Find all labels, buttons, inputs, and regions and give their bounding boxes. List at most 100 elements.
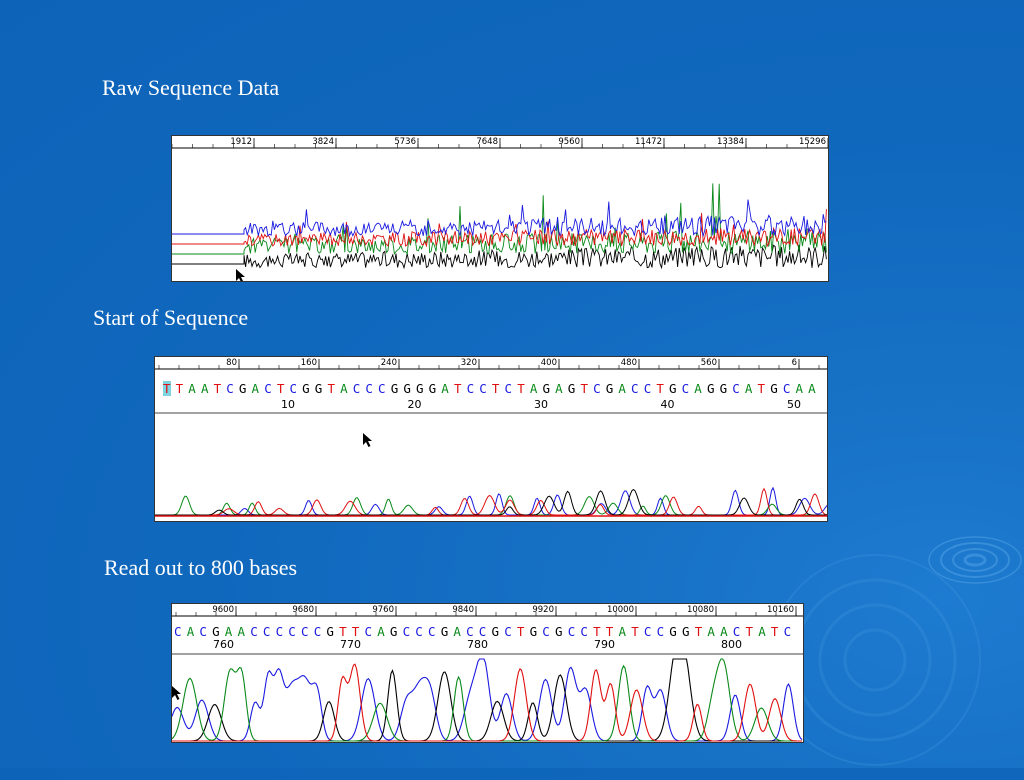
heading-start-of-sequence: Start of Sequence xyxy=(93,305,249,330)
base-call: G xyxy=(416,381,424,396)
raw-trace-t xyxy=(172,209,827,248)
raw-trace-c xyxy=(172,199,827,238)
base-call: T xyxy=(339,624,347,639)
base-call: T xyxy=(631,624,639,639)
base-call: G xyxy=(429,381,437,396)
base-call: T xyxy=(454,381,462,396)
heading-raw-sequence: Raw Sequence Data xyxy=(102,75,280,100)
base-position-number: 790 xyxy=(594,638,615,651)
scale-tick-label: 80 xyxy=(226,358,237,368)
scale-tick-label: 9840 xyxy=(452,605,474,615)
base-call: T xyxy=(352,624,360,639)
mouse-cursor-icon xyxy=(172,686,181,700)
scale-tick-label: 320 xyxy=(461,358,477,368)
base-call: C xyxy=(631,381,639,396)
base-call: G xyxy=(555,624,563,639)
base-call: G xyxy=(720,381,728,396)
base-call: A xyxy=(745,381,753,396)
base-call: C xyxy=(479,381,487,396)
base-call: C xyxy=(276,624,284,639)
base-position-number: 10 xyxy=(281,398,295,411)
base-call: C xyxy=(593,381,601,396)
base-call: A xyxy=(720,624,728,639)
base-call: G xyxy=(403,381,411,396)
base-call: G xyxy=(212,624,220,639)
start-trace-panel: 80 160 240 320 400 480 560 6 T T A A T C G A C T C G G T A C C C G… xyxy=(154,356,828,522)
base-call: C xyxy=(580,624,588,639)
base-call: C xyxy=(784,624,792,639)
raw-trace-a xyxy=(172,183,827,256)
base-call: A xyxy=(441,381,449,396)
base-call: C xyxy=(264,381,272,396)
base-call: G xyxy=(302,381,310,396)
base-call: A xyxy=(238,624,246,639)
scale-tick-label: 10000 xyxy=(607,605,634,615)
base-call: T xyxy=(606,624,614,639)
base-position-number: 770 xyxy=(340,638,361,651)
readout-trace-panel: 9600 9680 9760 9840 9920 10000 10080 10160 C A C G A… xyxy=(171,603,804,743)
base-call: A xyxy=(188,381,196,396)
raw-trace-chart: 1912 3824 5736 7648 9560 11472 13384 15296 xyxy=(172,137,828,281)
base-position-number: 780 xyxy=(467,638,488,651)
readout-trace-c xyxy=(172,658,803,742)
scale-tick-label: 13384 xyxy=(717,137,744,147)
mouse-cursor-icon xyxy=(236,269,245,281)
base-call: G xyxy=(391,381,399,396)
scale-tick-label: 11472 xyxy=(635,137,662,147)
base-position-number: 20 xyxy=(408,398,422,411)
scale-tick-label: 9760 xyxy=(372,605,394,615)
base-call: A xyxy=(758,624,766,639)
base-call: G xyxy=(682,624,690,639)
base-call: C xyxy=(505,381,513,396)
base-call: C xyxy=(378,381,386,396)
base-position-number: 50 xyxy=(787,398,801,411)
base-call: G xyxy=(239,381,247,396)
base-call: C xyxy=(226,381,234,396)
base-call: C xyxy=(568,624,576,639)
base-call: A xyxy=(796,381,804,396)
base-call: C xyxy=(644,381,652,396)
base-call: C xyxy=(301,624,309,639)
scale-tick-label: 9680 xyxy=(292,605,314,615)
base-call: C xyxy=(657,624,665,639)
base-call: T xyxy=(656,381,664,396)
scale-tick-label: 15296 xyxy=(799,137,826,147)
base-call: C xyxy=(644,624,652,639)
base-call: G xyxy=(707,381,715,396)
base-call: G xyxy=(770,381,778,396)
base-call: G xyxy=(326,624,334,639)
base-call: C xyxy=(353,381,361,396)
scale-tick-label: 560 xyxy=(701,358,717,368)
start-trace-g xyxy=(155,488,827,516)
scale-tick-label: 7648 xyxy=(476,137,498,147)
base-call: T xyxy=(214,381,222,396)
start-trace-c xyxy=(155,486,827,516)
base-call: T xyxy=(492,381,500,396)
base-call: T xyxy=(277,381,285,396)
base-call: C xyxy=(174,624,182,639)
base-call: G xyxy=(441,624,449,639)
base-call: C xyxy=(733,624,741,639)
base-call: A xyxy=(694,381,702,396)
base-call: A xyxy=(530,381,538,396)
start-trace-t xyxy=(155,487,827,516)
scale-tick-label: 6 xyxy=(792,358,797,368)
base-call: T xyxy=(771,624,779,639)
scale-tick-label: 1912 xyxy=(230,137,252,147)
base-call: C xyxy=(783,381,791,396)
base-call: A xyxy=(555,381,563,396)
scale-tick-label: 10160 xyxy=(767,605,794,615)
base-call: A xyxy=(707,624,715,639)
base-call: G xyxy=(669,381,677,396)
base-call: C xyxy=(403,624,411,639)
base-call: A xyxy=(619,624,627,639)
base-call: T xyxy=(176,381,184,396)
base-call: A xyxy=(187,624,195,639)
base-call: T xyxy=(580,381,588,396)
base-call: A xyxy=(201,381,209,396)
base-call: T xyxy=(327,381,335,396)
base-call: C xyxy=(365,381,373,396)
base-position-number: 30 xyxy=(534,398,548,411)
